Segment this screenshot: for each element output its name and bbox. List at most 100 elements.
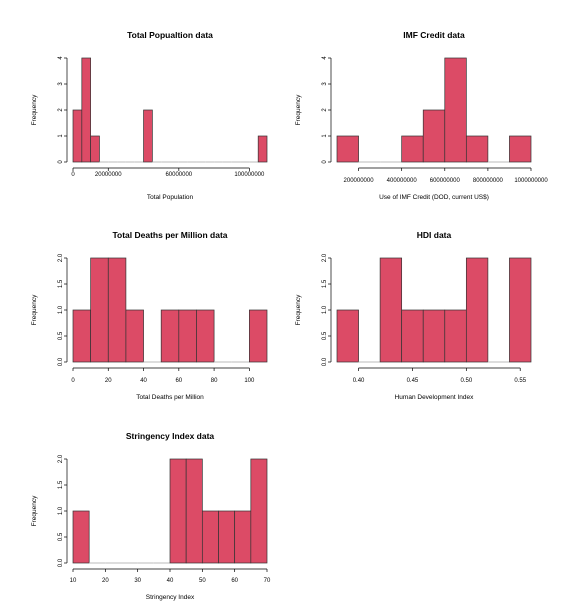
y-tick-label: 1 <box>58 134 64 138</box>
x-tick-label: 80 <box>211 378 218 384</box>
x-tick-label: 40 <box>167 578 174 584</box>
histogram-bar <box>72 109 83 163</box>
y-tick-label: 3 <box>322 82 328 86</box>
y-tick-label: 0 <box>322 160 328 164</box>
x-axis-label: Total Population <box>147 194 194 201</box>
y-axis-label: Frequency <box>31 294 38 325</box>
histogram-bar <box>250 458 268 564</box>
y-tick-label: 0.5 <box>322 331 328 340</box>
histogram-bar <box>257 135 268 163</box>
x-tick-label: 0 <box>71 172 75 178</box>
y-tick-label: 1.0 <box>322 305 328 314</box>
histogram-panel-4: HDI data 0.40 0.45 0.50 0.55 Human Developmen… <box>295 230 532 401</box>
y-tick-label: 2.0 <box>322 253 328 262</box>
x-tick-label: 200000000 <box>344 178 375 184</box>
histogram-bar <box>379 257 403 363</box>
histogram-bar <box>422 109 446 163</box>
y-tick-label: 1.0 <box>58 506 64 515</box>
x-tick-label: 0.45 <box>407 378 419 384</box>
x-tick-label: 0.50 <box>460 378 472 384</box>
chart-title: HDI data <box>417 230 452 240</box>
x-tick-label: 60 <box>231 578 238 584</box>
y-tick-label: 0.0 <box>58 357 64 366</box>
histogram-bar <box>81 57 91 163</box>
y-tick-label: 0.5 <box>58 532 64 541</box>
y-tick-label: 2.0 <box>58 454 64 463</box>
x-tick-label: 0 <box>71 378 75 384</box>
histogram-panel-3: Total Deaths per Million data 0 20 40 60 80 10… <box>31 230 268 401</box>
y-tick-label: 1.0 <box>58 305 64 314</box>
x-tick-label: 100000000 <box>234 172 265 178</box>
histogram-bar <box>218 510 236 564</box>
y-tick-label: 0 <box>58 160 64 164</box>
histogram-bar <box>143 109 153 163</box>
y-axis-label: Frequency <box>295 94 302 125</box>
y-tick-label: 4 <box>58 56 64 60</box>
histogram-bar <box>336 135 359 163</box>
histogram-bar <box>90 135 100 163</box>
histogram-panel-5: Stringency Index data 10 20 30 40 50 60 70 Strin… <box>31 431 271 601</box>
histogram-bar <box>196 309 215 363</box>
y-tick-label: 2 <box>322 108 328 112</box>
x-tick-label: 40 <box>140 378 147 384</box>
x-tick-label: 20 <box>105 378 112 384</box>
histogram-bar <box>72 309 91 363</box>
chart-title: Total Deaths per Million data <box>112 230 227 240</box>
x-tick-label: 60000000 <box>165 172 192 178</box>
y-tick-label: 2 <box>58 108 64 112</box>
x-axis-label: Total Deaths per Million <box>136 394 204 401</box>
chart-title: IMF Credit data <box>403 30 465 40</box>
histogram-bar <box>234 510 252 564</box>
chart-title: Total Popualtion data <box>127 30 213 40</box>
histogram-bar <box>160 309 180 363</box>
histogram-bar <box>444 309 467 363</box>
y-tick-label: 0.5 <box>58 331 64 340</box>
histogram-bar <box>107 257 127 363</box>
x-axis-label: Human Development Index <box>395 394 475 401</box>
x-tick-label: 20 <box>102 578 109 584</box>
histogram-bar <box>178 309 197 363</box>
chart-title: Stringency Index data <box>126 431 215 441</box>
histogram-bar <box>509 257 532 363</box>
histogram-bar <box>422 309 446 363</box>
y-axis-label: Frequency <box>31 94 38 125</box>
histogram-bar <box>249 309 268 363</box>
y-tick-label: 0.0 <box>58 558 64 567</box>
x-tick-label: 50 <box>199 578 206 584</box>
x-tick-label: 60 <box>175 378 182 384</box>
histogram-bar <box>401 309 424 363</box>
histogram-bar <box>336 309 359 363</box>
x-tick-label: 10 <box>70 578 77 584</box>
y-tick-label: 1.5 <box>322 279 328 288</box>
y-tick-label: 1.5 <box>58 279 64 288</box>
y-tick-label: 0.0 <box>322 357 328 366</box>
x-tick-label: 0.55 <box>514 378 526 384</box>
x-axis-label: Use of IMF Credit (DOD, current US$) <box>379 194 489 201</box>
histogram-bar <box>465 135 489 163</box>
x-tick-label: 800000000 <box>473 178 504 184</box>
histogram-bar <box>401 135 424 163</box>
x-tick-label: 600000000 <box>430 178 461 184</box>
histogram-bar <box>465 257 489 363</box>
histogram-panel-2: IMF Credit data 200000000 400000000 6000000… <box>295 30 548 201</box>
x-tick-label: 70 <box>264 578 271 584</box>
histogram-bar <box>90 257 109 363</box>
x-tick-label: 20000000 <box>95 172 122 178</box>
y-tick-label: 4 <box>322 56 328 60</box>
histogram-bar <box>125 309 144 363</box>
x-tick-label: 1000000000 <box>514 178 548 184</box>
x-axis-label: Stringency Index <box>146 594 195 601</box>
histogram-bar <box>72 510 90 564</box>
histogram-bar <box>444 57 467 163</box>
y-axis-label: Frequency <box>31 495 38 526</box>
y-tick-label: 3 <box>58 82 64 86</box>
y-tick-label: 1 <box>322 134 328 138</box>
histogram-bar <box>201 510 219 564</box>
x-tick-label: 400000000 <box>387 178 418 184</box>
y-tick-label: 1.5 <box>58 480 64 489</box>
x-tick-label: 100 <box>244 378 255 384</box>
x-tick-label: 30 <box>134 578 141 584</box>
y-axis-label: Frequency <box>295 294 302 325</box>
